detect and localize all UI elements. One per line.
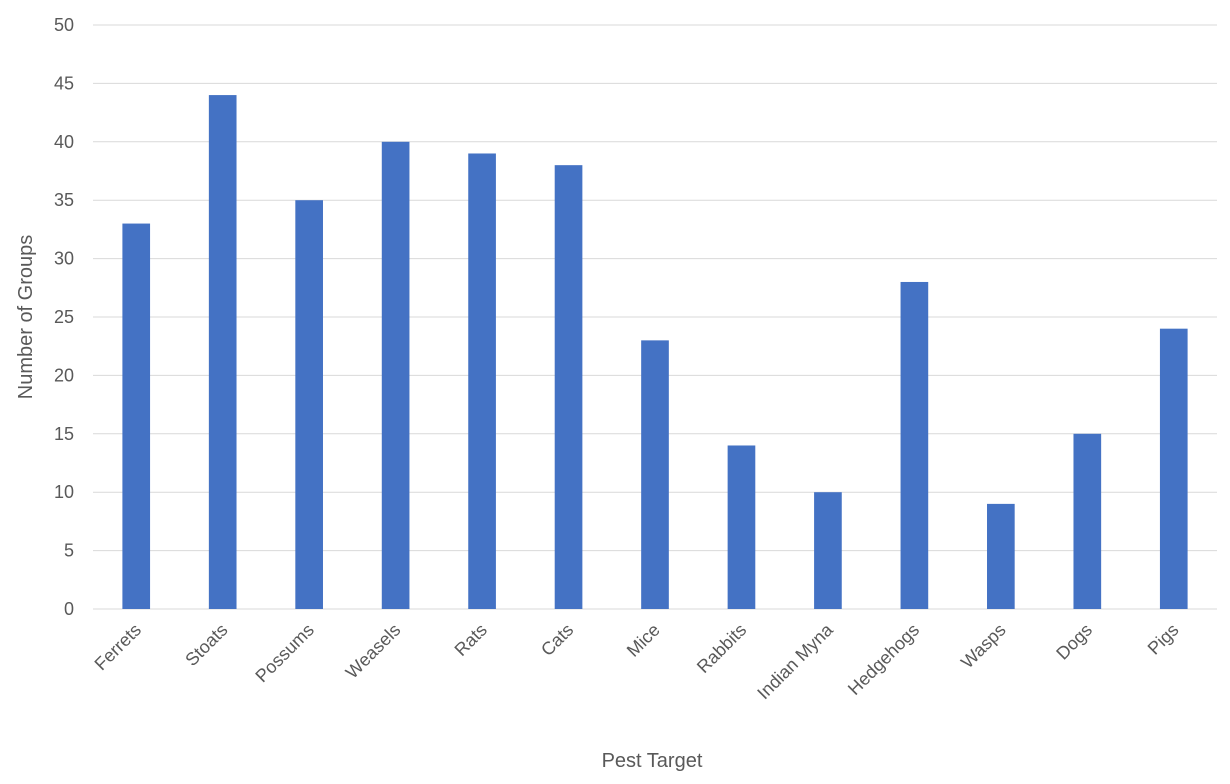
x-tick-label: Hedgehogs bbox=[844, 620, 923, 699]
bar-cats bbox=[554, 165, 583, 609]
bar-pigs bbox=[1159, 328, 1188, 609]
y-tick-label: 0 bbox=[64, 599, 74, 619]
bar-weasels bbox=[381, 141, 410, 610]
x-tick-label: Cats bbox=[537, 620, 577, 660]
bar-stoats bbox=[208, 95, 237, 609]
x-tick-label: Ferrets bbox=[91, 620, 145, 674]
x-tick-label: Rats bbox=[451, 620, 491, 660]
y-tick-label: 15 bbox=[54, 424, 74, 444]
y-tick-label: 5 bbox=[64, 541, 74, 561]
y-tick-label: 20 bbox=[54, 365, 74, 385]
y-tick-label: 10 bbox=[54, 482, 74, 502]
bar-dogs bbox=[1073, 433, 1102, 609]
x-tick-label: Indian Myna bbox=[753, 619, 837, 703]
y-tick-label: 45 bbox=[54, 73, 74, 93]
x-axis-ticks: Ferrets Stoats Possums Weasels Rats Cats Mice R… bbox=[91, 619, 1183, 703]
y-tick-label: 30 bbox=[54, 249, 74, 269]
bar-indian-myna bbox=[814, 492, 842, 609]
x-tick-label: Possums bbox=[251, 620, 317, 686]
y-tick-label: 40 bbox=[54, 132, 74, 152]
x-tick-label: Pigs bbox=[1144, 620, 1183, 659]
x-tick-label: Dogs bbox=[1052, 620, 1096, 664]
bar-hedgehogs bbox=[900, 281, 929, 609]
x-axis-title: Pest Target bbox=[602, 750, 703, 772]
x-tick-label: Mice bbox=[623, 620, 664, 661]
bar-mice bbox=[641, 340, 669, 609]
y-tick-label: 35 bbox=[54, 190, 74, 210]
y-axis-ticks: 0 5 10 15 20 25 30 35 40 45 50 bbox=[54, 15, 74, 619]
y-tick-label: 50 bbox=[54, 15, 74, 35]
bar-rats bbox=[468, 153, 496, 610]
x-tick-label: Stoats bbox=[181, 620, 231, 670]
bar-rabbits bbox=[727, 445, 756, 609]
y-tick-label: 25 bbox=[54, 307, 74, 327]
y-axis-title: Number of Groups bbox=[15, 235, 37, 400]
bar-wasps bbox=[987, 503, 1015, 609]
bar-ferrets bbox=[122, 223, 151, 609]
bar-possums bbox=[295, 200, 323, 609]
x-tick-label: Wasps bbox=[957, 620, 1010, 673]
x-tick-label: Rabbits bbox=[693, 620, 750, 677]
x-tick-label: Weasels bbox=[342, 620, 405, 683]
bars bbox=[122, 95, 1188, 610]
